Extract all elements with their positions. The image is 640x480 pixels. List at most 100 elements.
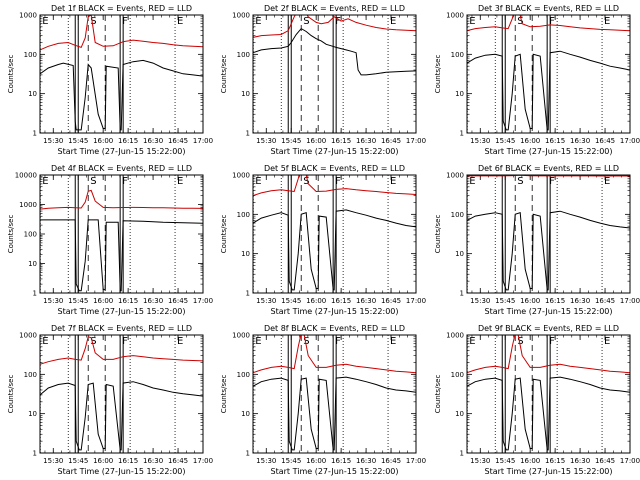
x-tick-label: 16:15	[118, 297, 138, 305]
x-tick-label: 16:45	[168, 457, 188, 465]
y-tick-label: 100	[451, 211, 464, 219]
x-tick-label: 16:45	[168, 297, 188, 305]
marker-label: E	[42, 176, 48, 187]
marker-label: F	[335, 336, 341, 347]
marker-label: E	[390, 16, 396, 27]
x-tick-label: 15:30	[43, 137, 63, 145]
plot-frame	[39, 334, 204, 454]
x-tick-label: 16:30	[143, 457, 163, 465]
x-tick-label: 16:15	[545, 297, 565, 305]
y-axis-label: Counts/sec	[7, 215, 15, 254]
x-tick-label: 15:30	[43, 457, 63, 465]
marker-label: E	[255, 176, 261, 187]
x-tick-label: 15:30	[256, 297, 276, 305]
x-tick-label: 16:45	[595, 297, 615, 305]
x-tick-label: 16:00	[93, 137, 113, 145]
y-tick-label: 1	[246, 290, 250, 298]
x-tick-label: 16:45	[595, 137, 615, 145]
marker-label: S	[303, 16, 309, 27]
x-tick-label: 16:15	[331, 137, 351, 145]
x-tick-label: 15:45	[68, 457, 88, 465]
x-tick-label: 15:45	[495, 457, 515, 465]
y-tick-label: 100	[237, 371, 250, 379]
series-events-line	[253, 376, 416, 451]
x-tick-label: 16:30	[570, 457, 590, 465]
panel-5f: Det 5f BLACK = Events, RED = LLD Counts/s…	[220, 164, 426, 316]
x-tick-label: 15:45	[281, 297, 301, 305]
x-axis-label: Start Time (27-Jun-15 15:22:00)	[485, 147, 613, 156]
series-lld-line	[40, 15, 203, 51]
y-tick-label: 10	[241, 410, 250, 418]
x-tick-label: 16:15	[545, 457, 565, 465]
marker-label: S	[90, 176, 96, 187]
y-tick-label: 100	[451, 371, 464, 379]
y-tick-label: 1000	[446, 172, 464, 180]
marker-label: E	[469, 336, 475, 347]
y-tick-label: 100	[24, 371, 37, 379]
x-tick-label: 15:30	[43, 297, 63, 305]
panel-2f: Det 2f BLACK = Events, RED = LLD Counts/s…	[220, 4, 426, 156]
y-tick-label: 10	[455, 410, 464, 418]
x-tick-label: 16:45	[381, 457, 401, 465]
x-tick-label: 16:15	[118, 457, 138, 465]
x-tick-label: 16:45	[595, 457, 615, 465]
series-events-line	[467, 210, 630, 291]
x-axis-label: Start Time (27-Jun-15 15:22:00)	[485, 467, 613, 476]
series-events-line	[40, 381, 203, 451]
series-lld-line	[40, 189, 203, 210]
panel-title: Det 3f BLACK = Events, RED = LLD	[478, 4, 619, 13]
panel-6f: Det 6f BLACK = Events, RED = LLD Counts/s…	[434, 164, 640, 316]
x-tick-label: 16:00	[520, 297, 540, 305]
panel-title: Det 1f BLACK = Events, RED = LLD	[51, 4, 192, 13]
y-axis-label: Counts/sec	[434, 215, 442, 254]
series-events-line	[40, 219, 203, 292]
panel-1f: Det 1f BLACK = Events, RED = LLD Counts/s…	[7, 4, 213, 156]
y-tick-label: 1000	[19, 12, 37, 20]
x-tick-label: 16:00	[93, 457, 113, 465]
y-tick-label: 10	[28, 260, 37, 268]
marker-label: E	[390, 176, 396, 187]
panel-title: Det 9f BLACK = Events, RED = LLD	[478, 324, 619, 333]
panel-4f: Det 4f BLACK = Events, RED = LLD Counts/s…	[7, 164, 213, 316]
y-axis-label: Counts/sec	[220, 375, 228, 414]
marker-label: E	[604, 176, 610, 187]
y-tick-label: 1	[246, 130, 250, 138]
panel-title: Det 6f BLACK = Events, RED = LLD	[478, 164, 619, 173]
x-tick-label: 15:45	[495, 297, 515, 305]
panel-3f: Det 3f BLACK = Events, RED = LLD Counts/s…	[434, 4, 640, 156]
marker-label: F	[122, 336, 128, 347]
series-lld-line	[253, 175, 416, 197]
y-tick-label: 10	[455, 90, 464, 98]
marker-label: E	[255, 16, 261, 27]
panel-7f: Det 7f BLACK = Events, RED = LLD Counts/s…	[7, 324, 213, 476]
x-axis-label: Start Time (27-Jun-15 15:22:00)	[271, 467, 399, 476]
marker-label: F	[122, 176, 128, 187]
x-tick-label: 17:00	[406, 457, 426, 465]
x-tick-label: 16:00	[306, 137, 326, 145]
panel-title: Det 2f BLACK = Events, RED = LLD	[264, 4, 405, 13]
plot-frame	[466, 14, 631, 134]
marker-label: E	[604, 16, 610, 27]
x-tick-label: 16:15	[331, 457, 351, 465]
y-axis-label: Counts/sec	[434, 55, 442, 94]
x-tick-label: 16:45	[381, 297, 401, 305]
y-tick-label: 1	[33, 450, 37, 458]
x-tick-label: 16:00	[93, 297, 113, 305]
y-tick-label: 100	[24, 231, 37, 239]
y-tick-label: 1000	[232, 332, 250, 340]
x-tick-label: 15:45	[495, 137, 515, 145]
y-tick-label: 100	[451, 51, 464, 59]
y-tick-label: 10000	[15, 172, 37, 180]
marker-label: E	[604, 336, 610, 347]
plot-frame	[252, 14, 417, 134]
y-tick-label: 1000	[446, 332, 464, 340]
panel-title: Det 7f BLACK = Events, RED = LLD	[51, 324, 192, 333]
x-tick-label: 15:45	[68, 137, 88, 145]
series-lld-line	[467, 335, 630, 374]
y-axis-label: Counts/sec	[434, 375, 442, 414]
y-tick-label: 1000	[232, 172, 250, 180]
x-tick-label: 15:45	[281, 137, 301, 145]
y-tick-label: 100	[237, 211, 250, 219]
y-tick-label: 10	[241, 90, 250, 98]
x-tick-label: 17:00	[406, 137, 426, 145]
